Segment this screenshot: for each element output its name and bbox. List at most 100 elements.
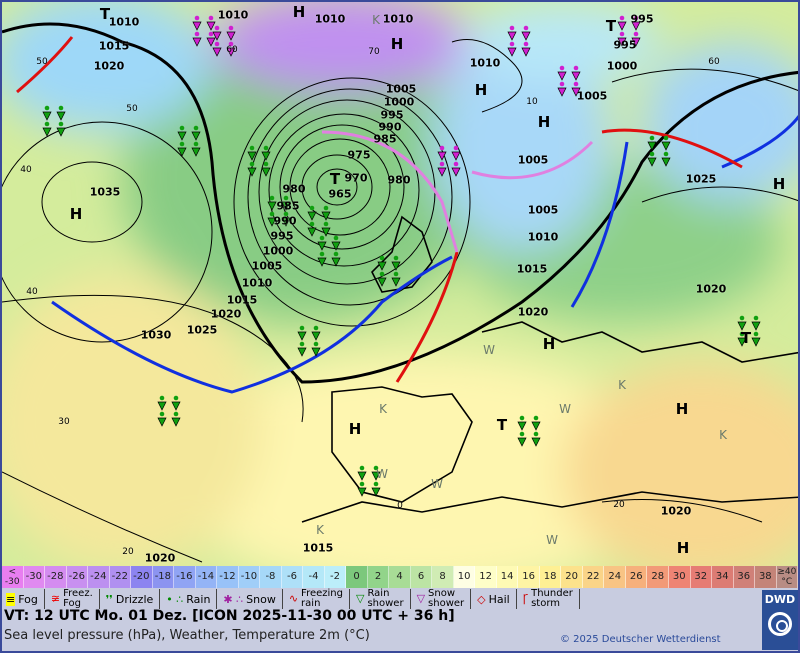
high-pressure-label: H [542, 335, 556, 353]
colorbar-cell: 38 [755, 566, 777, 588]
rain-dot-icon [263, 161, 269, 167]
snow-shower-icon [631, 37, 641, 47]
weather-symbols [42, 15, 761, 497]
rain-shower-icon [371, 487, 381, 497]
snow-shower-icon [521, 31, 531, 41]
legend-item: ▽ Rain shower [350, 589, 411, 609]
rain-shower-icon [281, 217, 291, 227]
rain-dot-icon [319, 251, 325, 257]
colorbar-cell: -8 [260, 566, 282, 588]
rain-shower-icon [42, 127, 52, 137]
rain-dot-icon [309, 221, 315, 227]
dwd-logo: DWD [762, 590, 798, 650]
legend-label: Freez. Fog [63, 588, 93, 609]
rain-dot-icon [44, 121, 50, 127]
occlusion [321, 130, 459, 253]
isobar-label: 995 [613, 38, 637, 52]
rain-shower-icon [661, 157, 671, 167]
snow-dot-icon [509, 25, 515, 31]
snow-shower-icon [521, 47, 531, 57]
rain-dot-icon [359, 465, 365, 471]
isobar-1015 [2, 22, 798, 384]
rain-dot-icon [159, 411, 165, 417]
isobar-label: 1025 [685, 172, 717, 186]
rain-shower-icon [321, 211, 331, 221]
high-pressure-label: H [390, 35, 404, 53]
rain-shower-icon [661, 141, 671, 151]
rain-shower-icon [297, 347, 307, 357]
rain-shower-icon [311, 347, 321, 357]
colorbar-cell: -14 [195, 566, 218, 588]
colorbar-cell: -2 [324, 566, 347, 588]
rain-shower-icon [177, 147, 187, 157]
warm-air-label: W [546, 533, 558, 547]
rain-dot-icon [249, 161, 255, 167]
temperature-contour-label: 50 [36, 57, 48, 67]
rain-dot-icon [263, 145, 269, 151]
rain-shower-icon [56, 111, 66, 121]
rain-dot-icon [649, 151, 655, 157]
legend-label: Drizzle [115, 592, 154, 606]
map-background [2, 2, 798, 566]
colorbar-cell: 18 [539, 566, 562, 588]
snow-shower-icon [226, 31, 236, 41]
snow-dot-icon [214, 41, 220, 47]
rain-dot-icon [159, 395, 165, 401]
colorbar-cell: < -30 [2, 566, 24, 588]
isobar-label: 1020 [144, 551, 176, 565]
temperature-contour-label: 40 [20, 165, 32, 175]
colorbar-cell: 4 [389, 566, 411, 588]
rain-dot-icon [179, 125, 185, 131]
snow-shower-icon: ▽ [416, 592, 426, 605]
isobar-label: 970 [344, 171, 368, 185]
isobar-label: 1000 [606, 59, 638, 73]
cold-air-label: K [719, 428, 727, 442]
snow-shower-icon [192, 21, 202, 31]
rain-shower-icon [42, 111, 52, 121]
legend-item: ✱ ∴ Snow [217, 589, 283, 609]
colorbar-cell: 2 [367, 566, 390, 588]
rain-dot-icon [663, 135, 669, 141]
snow-shower-icon [206, 21, 216, 31]
colorbar-cell: -18 [152, 566, 175, 588]
rain-dot-icon [323, 205, 329, 211]
rain-dot-icon [299, 341, 305, 347]
snow-shower-icon [437, 167, 447, 177]
snow-shower-icon [571, 87, 581, 97]
snow-shower-icon [437, 151, 447, 161]
legend-item: ❜❜ Drizzle [100, 589, 161, 609]
isobar-label: 1010 [469, 56, 501, 70]
legend-label: Fog [18, 592, 38, 606]
legend-item: ≆ Freez. Fog [45, 589, 100, 609]
low-pressure-label: T [99, 5, 111, 23]
cold-air-label: K [372, 13, 380, 27]
snow-dot-icon [453, 145, 459, 151]
drizzle-icon: ❜❜ [105, 592, 113, 606]
isobar-label: 995 [380, 108, 404, 122]
legend-item: ≡ Fog [0, 589, 45, 609]
colorbar-cell: 14 [496, 566, 519, 588]
legend-label: Freezing rain [301, 588, 343, 609]
rain-shower-icon [321, 227, 331, 237]
rain-dot-icon [58, 121, 64, 127]
rain-shower-icon [371, 471, 381, 481]
colorbar-cell: 32 [690, 566, 713, 588]
temperature-contour-label: 50 [126, 104, 138, 114]
isobar-label: 1000 [262, 244, 294, 258]
rain-shower-icon [517, 437, 527, 447]
rain-shower-icon [647, 141, 657, 151]
rain-shower-icon [177, 131, 187, 141]
isobar-label: 1020 [695, 282, 727, 296]
warm-front [395, 251, 459, 383]
warm-air-label: W [483, 343, 495, 357]
colorbar-cell: -28 [45, 566, 67, 588]
rain-dot-icon [739, 315, 745, 321]
legend-label: Thunder storm [531, 588, 573, 609]
rain-dot-icon [173, 395, 179, 401]
rain-dot-icon [313, 341, 319, 347]
legend-label: Rain [186, 592, 211, 606]
rain-dot-icon [173, 411, 179, 417]
rain-shower-icon [171, 401, 181, 411]
rain-shower-icon [267, 201, 277, 211]
dwd-logo-text: DWD [764, 593, 796, 606]
